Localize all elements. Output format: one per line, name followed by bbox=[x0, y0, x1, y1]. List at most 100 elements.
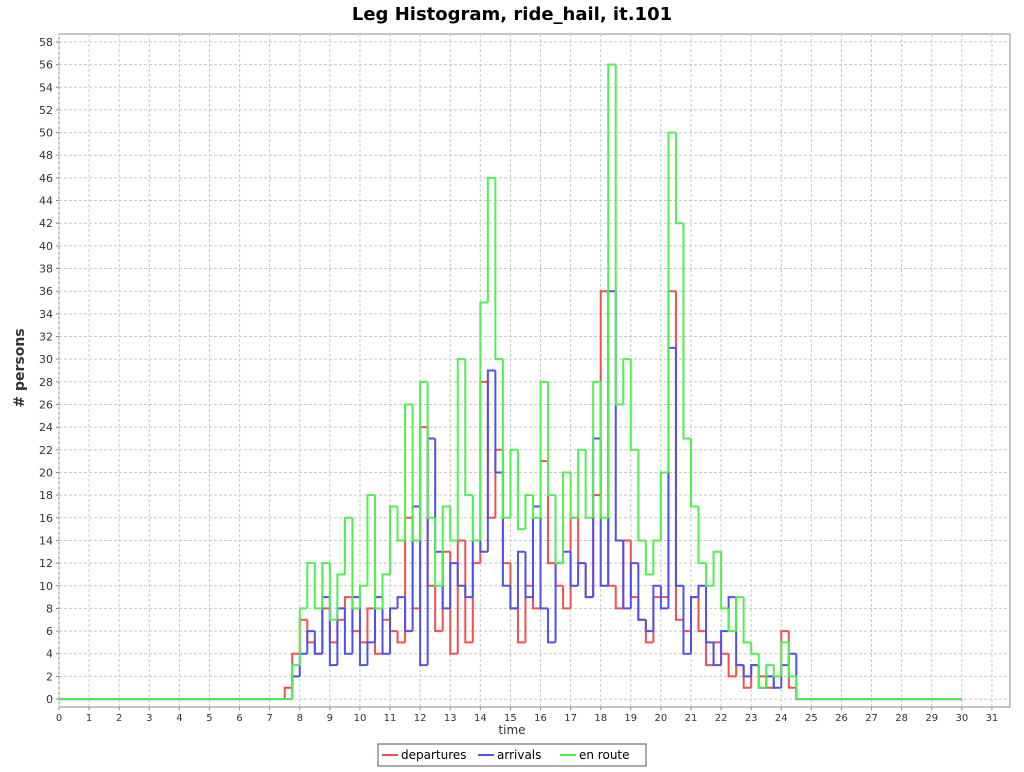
step-segment bbox=[780, 641, 789, 677]
step-segment bbox=[404, 597, 413, 633]
step-segment bbox=[456, 358, 466, 541]
x-tick-label: 27 bbox=[865, 713, 878, 724]
step-segment bbox=[486, 176, 496, 303]
x-tick-label: 5 bbox=[206, 713, 212, 724]
step-segment bbox=[358, 584, 368, 609]
step-segment bbox=[283, 686, 293, 700]
step-segment bbox=[682, 223, 691, 440]
y-axis-label: # persons bbox=[12, 328, 28, 407]
step-segment bbox=[637, 449, 646, 542]
x-tick-label: 28 bbox=[895, 713, 908, 724]
x-tick-label: 20 bbox=[655, 713, 668, 724]
step-segment bbox=[336, 573, 345, 620]
step-segment bbox=[419, 506, 428, 667]
step-segment bbox=[720, 630, 729, 666]
y-tick-label: 38 bbox=[39, 263, 53, 276]
x-tick-label: 16 bbox=[534, 713, 547, 724]
step-segment bbox=[426, 381, 436, 519]
x-tick-label: 9 bbox=[327, 713, 333, 724]
y-tick-label: 22 bbox=[39, 444, 53, 457]
step-segment bbox=[614, 64, 624, 406]
step-segment bbox=[712, 550, 722, 586]
step-segment bbox=[742, 597, 752, 644]
step-segment bbox=[389, 607, 398, 654]
x-tick-label: 23 bbox=[745, 713, 758, 724]
step-segment bbox=[577, 562, 586, 586]
step-segment bbox=[389, 505, 398, 575]
x-tick-label: 12 bbox=[414, 713, 427, 724]
y-tick-label: 42 bbox=[39, 217, 53, 230]
step-segment bbox=[464, 540, 473, 644]
step-segment bbox=[674, 132, 684, 225]
step-segment bbox=[291, 664, 300, 700]
step-segment bbox=[471, 495, 481, 542]
step-segment bbox=[381, 597, 391, 655]
x-tick-label: 17 bbox=[564, 713, 577, 724]
x-tick-label: 22 bbox=[715, 713, 728, 724]
y-tick-label: 8 bbox=[46, 602, 53, 615]
step-segment bbox=[306, 630, 315, 654]
step-segment bbox=[441, 505, 451, 586]
step-segment bbox=[599, 381, 609, 519]
step-segment bbox=[434, 585, 443, 633]
step-segment bbox=[366, 494, 375, 586]
step-segment bbox=[381, 573, 391, 609]
step-segment bbox=[750, 642, 759, 655]
y-tick-label: 44 bbox=[39, 195, 53, 208]
step-segment bbox=[735, 596, 744, 632]
step-segment bbox=[411, 404, 421, 542]
step-segment bbox=[742, 665, 752, 678]
step-segment bbox=[479, 540, 488, 553]
plot-area bbox=[58, 33, 1011, 708]
step-segment bbox=[456, 563, 466, 587]
step-segment bbox=[313, 563, 323, 610]
step-segment bbox=[373, 495, 383, 610]
x-tick-label: 1 bbox=[86, 713, 92, 724]
step-segment bbox=[569, 472, 579, 519]
step-segment bbox=[434, 517, 443, 587]
step-segment bbox=[787, 642, 797, 678]
x-tick-label: 7 bbox=[266, 713, 272, 724]
step-segment bbox=[569, 551, 579, 587]
y-tick-label: 32 bbox=[39, 331, 53, 344]
step-segment bbox=[629, 562, 639, 609]
step-segment bbox=[697, 597, 707, 633]
y-tick-label: 50 bbox=[39, 127, 53, 140]
step-segment bbox=[584, 563, 594, 599]
x-tick-label: 11 bbox=[384, 713, 397, 724]
step-segment bbox=[554, 495, 564, 565]
y-tick-label: 12 bbox=[39, 557, 53, 570]
x-tick-label: 29 bbox=[925, 713, 938, 724]
step-segment bbox=[644, 540, 654, 576]
step-segment bbox=[697, 584, 707, 598]
step-segment bbox=[343, 516, 353, 575]
x-tick-label: 24 bbox=[775, 713, 788, 724]
step-segment bbox=[689, 596, 699, 654]
step-segment bbox=[501, 359, 511, 519]
y-tick-label: 20 bbox=[39, 466, 53, 479]
step-segment bbox=[464, 359, 473, 497]
y-tick-label: 52 bbox=[39, 104, 53, 117]
x-tick-label: 31 bbox=[986, 713, 999, 724]
step-segment bbox=[622, 540, 631, 610]
y-tick-label: 54 bbox=[39, 81, 53, 94]
step-segment bbox=[712, 642, 722, 667]
step-segment bbox=[577, 448, 586, 518]
step-segment bbox=[306, 562, 315, 609]
step-segment bbox=[652, 584, 661, 632]
y-tick-label: 24 bbox=[39, 421, 53, 434]
step-segment bbox=[396, 631, 406, 644]
step-segment bbox=[697, 506, 707, 565]
step-segment bbox=[659, 471, 669, 541]
x-tick-label: 21 bbox=[685, 713, 698, 724]
y-tick-label: 18 bbox=[39, 489, 53, 502]
legend-label: departures bbox=[401, 748, 467, 762]
step-segment bbox=[366, 641, 375, 666]
legend-box bbox=[377, 743, 647, 767]
step-segment bbox=[396, 506, 406, 542]
x-tick-label: 6 bbox=[236, 713, 242, 724]
step-segment bbox=[689, 438, 699, 508]
y-tick-label: 36 bbox=[39, 285, 53, 298]
series-line bbox=[59, 63, 962, 701]
y-tick-label: 16 bbox=[39, 512, 53, 525]
